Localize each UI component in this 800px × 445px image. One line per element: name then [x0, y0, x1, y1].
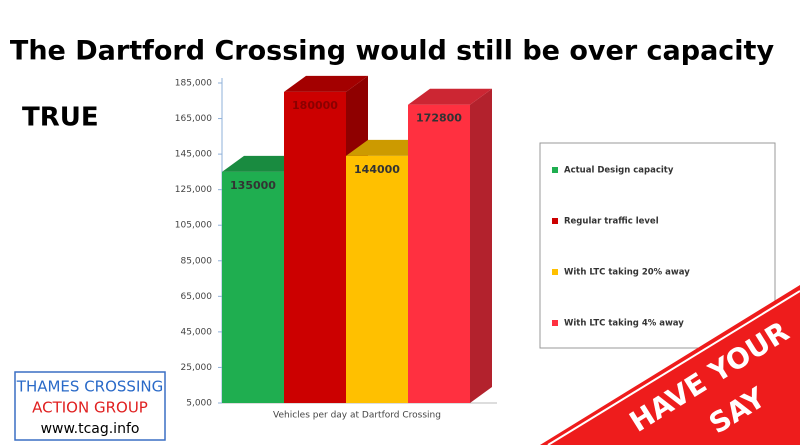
y-tick-label: 25,000	[181, 363, 213, 373]
y-tick-label: 105,000	[175, 221, 212, 231]
legend-label: Regular traffic level	[564, 217, 659, 227]
y-tick-label: 165,000	[175, 114, 212, 124]
data-label: 172800	[416, 112, 462, 125]
legend-label: With LTC taking 20% away	[564, 268, 690, 278]
bar	[284, 91, 346, 403]
legend-box	[539, 142, 776, 349]
title: The Dartford Crossing would still be ove…	[10, 36, 775, 67]
bar-top	[284, 75, 368, 92]
legend-label: Actual Design capacity	[564, 166, 674, 176]
y-tick-label: 145,000	[175, 150, 212, 160]
y-tick-label: 45,000	[181, 327, 213, 337]
bar	[408, 104, 470, 403]
legend-swatch	[552, 269, 558, 275]
data-label: 144000	[354, 163, 400, 176]
legend-swatch	[552, 167, 558, 173]
legend-swatch	[552, 320, 558, 326]
y-tick-label: 65,000	[181, 292, 213, 302]
logo-line: ACTION GROUP	[32, 399, 148, 417]
bar	[222, 171, 284, 403]
logo-url: www.tcag.info	[41, 421, 140, 437]
bar-top	[408, 88, 492, 105]
y-tick-label: 85,000	[181, 256, 213, 266]
bar-side	[470, 88, 492, 403]
bar	[346, 155, 408, 403]
banner	[540, 285, 800, 445]
y-tick-label: 5,000	[186, 399, 212, 409]
banner-edge	[547, 290, 800, 445]
verdict: TRUE	[22, 103, 99, 133]
logo-box	[14, 371, 166, 441]
legend-swatch	[552, 218, 558, 224]
logo-line: THAMES CROSSING	[16, 378, 163, 396]
data-label: 135000	[230, 179, 276, 192]
y-tick-label: 185,000	[175, 79, 212, 89]
y-tick-label: 125,000	[175, 185, 212, 195]
x-axis-label: Vehicles per day at Dartford Crossing	[273, 411, 441, 421]
data-label: 180000	[292, 99, 338, 112]
legend-label: With LTC taking 4% away	[564, 319, 684, 329]
